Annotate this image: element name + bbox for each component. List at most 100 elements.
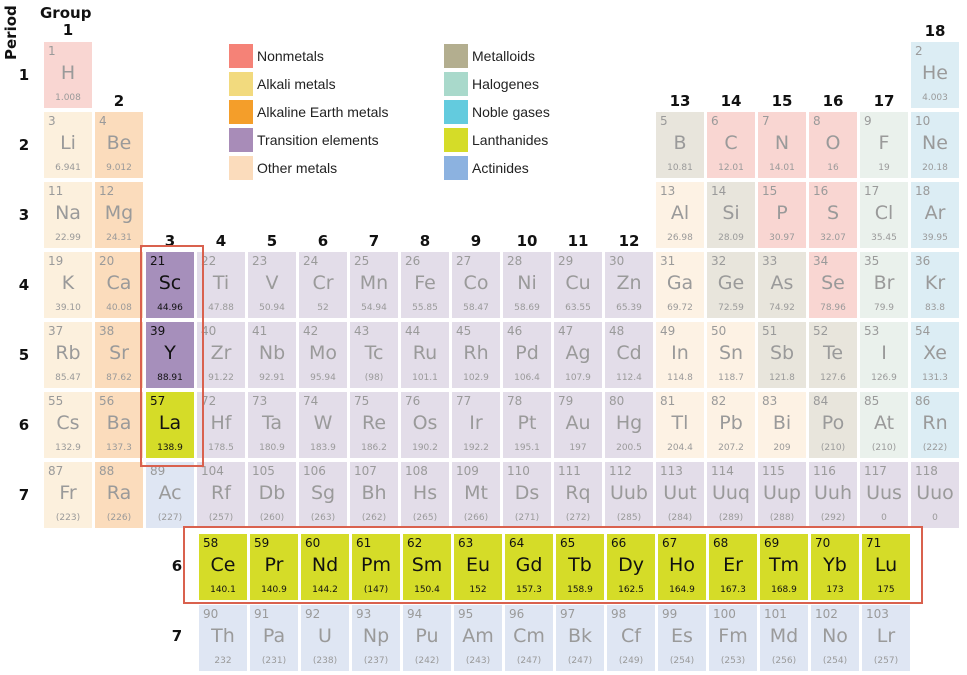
- legend-label: Lanthanides: [472, 132, 549, 148]
- element-cell: 92 U (238): [301, 605, 349, 671]
- element-cell: 95 Am (243): [454, 605, 502, 671]
- element-symbol: Nb: [258, 342, 286, 364]
- atomic-mass: 168.9: [771, 585, 797, 595]
- element-symbol: Hf: [210, 412, 232, 434]
- element-symbol: Bi: [772, 412, 792, 434]
- atomic-number: 42: [303, 324, 319, 338]
- lanthanide-highlight-box: [183, 526, 923, 604]
- element-cell: 114 Uuq (289): [707, 462, 755, 528]
- group-label: 13: [669, 92, 691, 110]
- element-symbol: He: [922, 62, 948, 84]
- group-label: 6: [317, 232, 329, 250]
- element-cell: 67 Ho 164.9: [658, 534, 706, 600]
- atomic-mass: 26.98: [667, 233, 693, 243]
- element-cell: 78 Pt 195.1: [503, 392, 551, 458]
- element-cell: 113 Uut (284): [656, 462, 704, 528]
- atomic-number: 113: [660, 464, 683, 478]
- legend-label: Other metals: [257, 160, 338, 176]
- element-symbol: Hs: [412, 482, 438, 504]
- atomic-number: 95: [458, 607, 474, 621]
- atomic-number: 13: [660, 184, 676, 198]
- element-symbol: Te: [822, 342, 844, 364]
- element-cell: 42 Mo 95.94: [299, 322, 347, 388]
- atomic-number: 1: [48, 44, 56, 58]
- atomic-mass: (272): [565, 513, 591, 523]
- element-symbol: Bk: [567, 625, 593, 647]
- element-symbol: Eu: [465, 554, 491, 576]
- element-cell: 57 La 138.9: [146, 392, 194, 458]
- element-cell: 53 I 126.9: [860, 322, 908, 388]
- element-symbol: Bh: [361, 482, 387, 504]
- atomic-number: 94: [407, 607, 423, 621]
- atomic-mass: 150.4: [414, 585, 440, 595]
- legend-item: Nonmetals: [229, 44, 324, 68]
- element-cell: 6 C 12.01: [707, 112, 755, 178]
- element-symbol: Pm: [361, 554, 391, 576]
- element-cell: 4 Be 9.012: [95, 112, 143, 178]
- atomic-mass: 140.1: [210, 585, 236, 595]
- element-cell: 60 Nd 144.2: [301, 534, 349, 600]
- atomic-mass: (292): [820, 513, 846, 523]
- legend-label: Noble gases: [472, 104, 550, 120]
- atomic-number: 73: [252, 394, 268, 408]
- element-cell: 81 Tl 204.4: [656, 392, 704, 458]
- group-label: 16: [822, 92, 844, 110]
- element-cell: 61 Pm (147): [352, 534, 400, 600]
- element-cell: 16 S 32.07: [809, 182, 857, 248]
- element-symbol: Pu: [415, 625, 439, 647]
- legend-item: Actinides: [444, 156, 529, 180]
- atomic-mass: 162.5: [618, 585, 644, 595]
- element-cell: 85 At (210): [860, 392, 908, 458]
- atomic-number: 24: [303, 254, 319, 268]
- atomic-number: 111: [558, 464, 581, 478]
- element-symbol: Lu: [874, 554, 898, 576]
- element-symbol: Ra: [106, 482, 132, 504]
- atomic-number: 83: [762, 394, 778, 408]
- atomic-mass: 209: [773, 443, 791, 453]
- atomic-number: 33: [762, 254, 778, 268]
- atomic-mass: 92.91: [259, 373, 285, 383]
- legend-swatch: [444, 72, 468, 96]
- element-symbol: Pa: [262, 625, 286, 647]
- atomic-mass: (226): [106, 513, 132, 523]
- element-cell: 43 Tc (98): [350, 322, 398, 388]
- atomic-number: 75: [354, 394, 370, 408]
- element-cell: 108 Hs (265): [401, 462, 449, 528]
- atomic-mass: 85.47: [55, 373, 81, 383]
- atomic-number: 12: [99, 184, 115, 198]
- atomic-number: 9: [864, 114, 872, 128]
- element-cell: 25 Mn 54.94: [350, 252, 398, 318]
- atomic-mass: (263): [310, 513, 336, 523]
- atomic-mass: 58.69: [514, 303, 540, 313]
- element-symbol: Se: [821, 272, 845, 294]
- element-cell: 46 Pd 106.4: [503, 322, 551, 388]
- element-symbol: Ne: [922, 132, 948, 154]
- atomic-number: 60: [305, 536, 321, 550]
- group-label: 4: [215, 232, 227, 250]
- atomic-number: 20: [99, 254, 115, 268]
- atomic-number: 63: [458, 536, 474, 550]
- legend-label: Transition elements: [257, 132, 379, 148]
- atomic-mass: 175: [877, 585, 895, 595]
- element-symbol: Pt: [517, 412, 537, 434]
- atomic-mass: (147): [363, 585, 389, 595]
- atomic-number: 37: [48, 324, 64, 338]
- legend-swatch: [229, 156, 253, 180]
- atomic-number: 2: [915, 44, 923, 58]
- atomic-number: 91: [254, 607, 270, 621]
- element-cell: 71 Lu 175: [862, 534, 910, 600]
- element-symbol: Mo: [308, 342, 338, 364]
- element-symbol: At: [873, 412, 895, 434]
- atomic-number: 53: [864, 324, 880, 338]
- atomic-mass: 95.94: [310, 373, 336, 383]
- atomic-number: 118: [915, 464, 938, 478]
- element-symbol: Ho: [669, 554, 695, 576]
- atomic-mass: (210): [871, 443, 897, 453]
- atomic-mass: 140.9: [261, 585, 287, 595]
- group-label: 12: [618, 232, 640, 250]
- atomic-mass: 55.85: [412, 303, 438, 313]
- element-symbol: Ti: [212, 272, 230, 294]
- element-symbol: Th: [211, 625, 235, 647]
- atomic-number: 18: [915, 184, 931, 198]
- element-symbol: B: [673, 132, 687, 154]
